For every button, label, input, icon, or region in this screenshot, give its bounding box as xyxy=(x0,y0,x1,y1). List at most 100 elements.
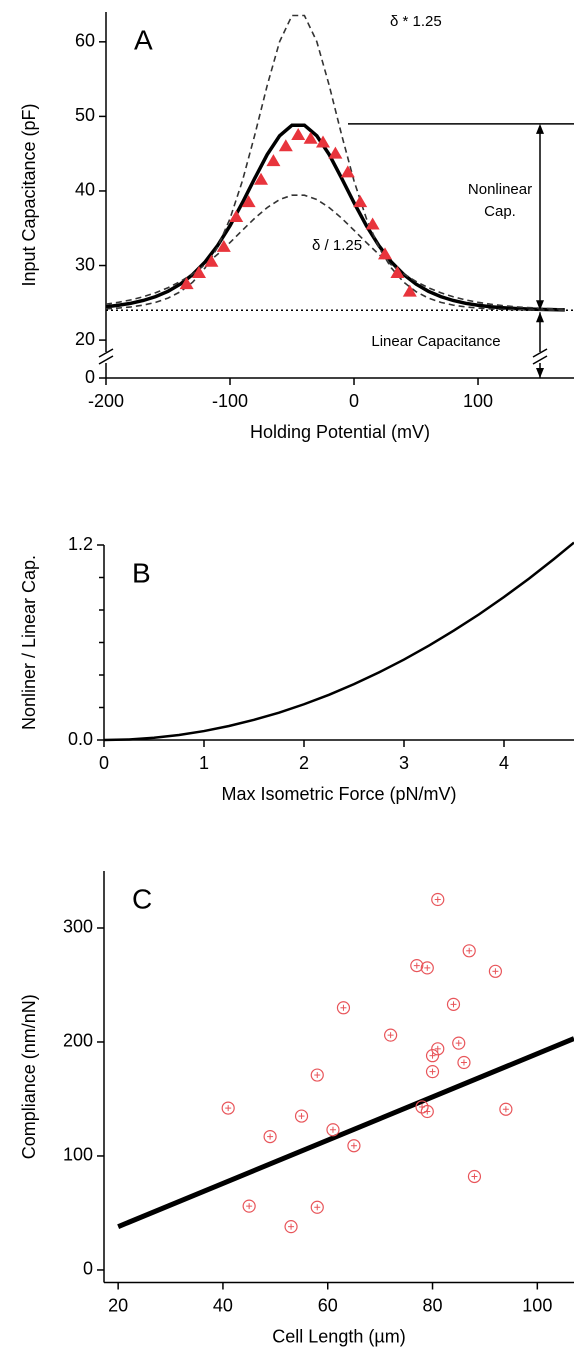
scatter-point xyxy=(420,1104,434,1119)
y-tick-label: 1.2 xyxy=(68,534,93,554)
x-tick-label: 60 xyxy=(318,1295,338,1315)
point-circle xyxy=(499,1102,513,1116)
triangle-marker xyxy=(390,265,405,278)
arrow-head xyxy=(536,300,544,311)
x-tick-label: 0 xyxy=(349,391,359,411)
arrow-head xyxy=(536,123,544,134)
point-circle xyxy=(310,1068,324,1082)
point-circle xyxy=(263,1129,277,1144)
triangle-marker xyxy=(216,239,231,252)
scatter-point xyxy=(410,959,424,973)
x-axis-title: Max Isometric Force (pN/mV) xyxy=(221,784,456,804)
scatter-point xyxy=(425,1049,440,1063)
point-circle xyxy=(425,1065,440,1079)
scatter-point xyxy=(242,1199,256,1213)
x-tick-label: 0 xyxy=(99,753,109,773)
y-tick-label: 30 xyxy=(75,254,95,274)
x-tick-label: 40 xyxy=(213,1295,233,1315)
point-circle xyxy=(488,964,503,978)
x-tick-label: 100 xyxy=(463,391,493,411)
point-circle xyxy=(410,959,424,973)
triangle-marker xyxy=(365,217,380,230)
triangle-marker xyxy=(291,128,306,141)
curve xyxy=(105,194,565,310)
y-tick-label: 50 xyxy=(75,105,95,125)
x-tick-label: 1 xyxy=(199,753,209,773)
point-circle xyxy=(467,1169,482,1184)
point-circle xyxy=(420,961,434,975)
panel-label: A xyxy=(134,24,153,55)
scatter-point xyxy=(499,1102,513,1116)
x-tick-label: 3 xyxy=(399,753,409,773)
triangle-marker xyxy=(303,131,318,144)
point-circle xyxy=(431,892,445,907)
scatter-point xyxy=(221,1101,235,1115)
y-axis-title: Input Capacitance (pF) xyxy=(19,103,39,286)
point-circle xyxy=(431,1042,445,1056)
point-circle xyxy=(242,1199,256,1213)
y-tick-label: 40 xyxy=(75,180,95,200)
point-circle xyxy=(284,1220,298,1234)
point-circle xyxy=(420,1104,434,1119)
x-tick-label: 100 xyxy=(522,1295,552,1315)
point-circle xyxy=(294,1109,309,1123)
triangle-marker xyxy=(316,135,331,148)
arrow-head xyxy=(536,312,544,323)
x-tick-label: 4 xyxy=(499,753,509,773)
scatter-point xyxy=(488,964,503,978)
scatter-point xyxy=(446,997,461,1011)
scatter-point xyxy=(263,1129,277,1144)
annotation: δ * 1.25 xyxy=(390,13,442,30)
x-tick-label: 2 xyxy=(299,753,309,773)
y-axis-title: Nonliner / Linear Cap. xyxy=(19,555,39,730)
scatter-point xyxy=(326,1123,340,1137)
scatter-point xyxy=(310,1200,324,1214)
triangle-marker xyxy=(192,265,207,278)
x-axis-title: Cell Length (µm) xyxy=(272,1326,405,1346)
scatter-point xyxy=(336,1001,351,1015)
scatter-point xyxy=(347,1139,361,1153)
scatter-point xyxy=(431,1042,445,1056)
point-circle xyxy=(452,1036,466,1050)
x-axis-title: Holding Potential (mV) xyxy=(250,422,430,442)
triangle-marker xyxy=(278,139,293,152)
curve xyxy=(105,123,565,312)
annotation: δ / 1.25 xyxy=(312,237,362,254)
axis-break xyxy=(532,355,548,365)
point-circle xyxy=(446,997,461,1011)
y-tick-label: 300 xyxy=(63,917,93,937)
y-tick-label: 200 xyxy=(63,1031,93,1051)
scatter-point xyxy=(457,1055,471,1070)
point-circle xyxy=(384,1028,398,1042)
triangle-marker xyxy=(254,172,269,185)
axis-break xyxy=(532,348,548,358)
y-tick-label: 0 xyxy=(83,1259,93,1279)
scatter-point xyxy=(467,1169,482,1184)
arrow-head xyxy=(536,368,544,378)
x-tick-label: 20 xyxy=(108,1295,128,1315)
point-circle xyxy=(457,1055,471,1070)
scatter-point xyxy=(420,961,434,975)
triangle-marker xyxy=(378,247,393,260)
annotation: Nonlinear xyxy=(468,181,532,198)
scatter-point xyxy=(294,1109,309,1123)
y-tick-label: 0.0 xyxy=(68,729,93,749)
scatter-point xyxy=(431,892,445,907)
x-tick-label: 80 xyxy=(423,1295,443,1315)
fit-line xyxy=(117,1036,574,1229)
y-tick-label: 20 xyxy=(75,329,95,349)
axis-break xyxy=(98,355,114,365)
x-tick-label: -100 xyxy=(212,391,248,411)
annotation: Cap. xyxy=(484,203,516,220)
y-axis-title: Compliance (nm/nN) xyxy=(19,994,39,1159)
panel-label: B xyxy=(132,557,151,588)
triangle-marker xyxy=(241,195,256,208)
scatter-point xyxy=(384,1028,398,1042)
scatter-point xyxy=(462,944,476,958)
triangle-marker xyxy=(353,195,368,208)
scatter-point xyxy=(310,1068,324,1082)
curve xyxy=(105,14,565,311)
point-circle xyxy=(462,944,476,958)
point-circle xyxy=(221,1101,235,1115)
